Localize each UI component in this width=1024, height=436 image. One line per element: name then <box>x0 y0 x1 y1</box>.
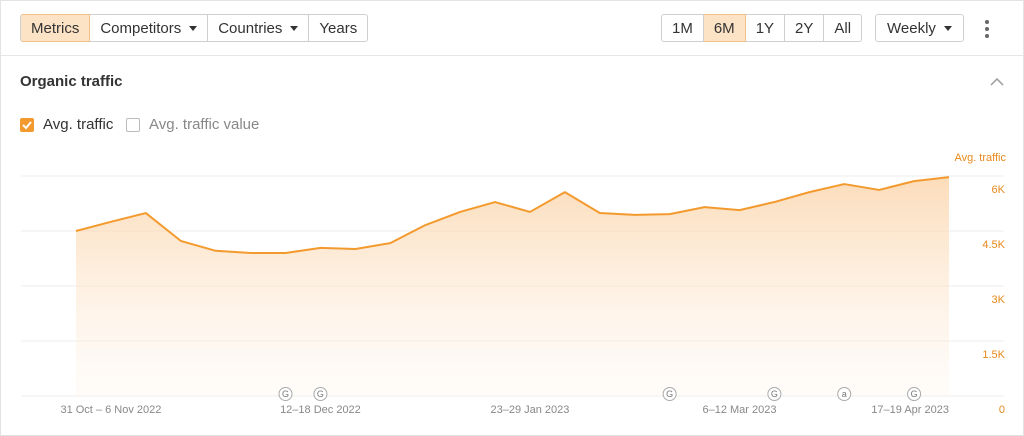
annotation-label: G <box>282 389 289 399</box>
annotation-marker <box>278 387 293 401</box>
more-menu[interactable] <box>983 19 993 39</box>
x-tick-label: 6–12 Mar 2023 <box>702 404 776 416</box>
y-tick-label: 6K <box>992 184 1006 196</box>
interval-label: Weekly <box>887 19 936 37</box>
button-label: Countries <box>218 19 283 37</box>
button-label: 1Y <box>755 19 775 37</box>
toolbar-button[interactable]: Years <box>309 14 369 42</box>
checkbox-label: Avg. traffic value <box>149 116 260 133</box>
annotation-marker <box>767 387 782 401</box>
line <box>75 176 950 254</box>
tab-bar: Metrics Competitors Countries Years <box>20 14 369 42</box>
annotation-label: G <box>771 389 778 399</box>
annotation-marker <box>313 387 328 401</box>
button-label: All <box>834 19 852 37</box>
button-label: Years <box>319 19 358 37</box>
separator <box>1 55 1023 56</box>
annotation-label: G <box>911 389 918 399</box>
annotation-label: a <box>842 389 847 399</box>
annotation-marker <box>907 387 922 401</box>
toolbar-button[interactable]: All <box>824 14 863 42</box>
annotation-marker <box>837 387 852 401</box>
area <box>76 177 949 396</box>
annotation-label: G <box>317 389 324 399</box>
y-tick-label: 4.5K <box>982 239 1005 251</box>
y-tick-label: 1.5K <box>982 349 1005 361</box>
toolbar-button[interactable]: 6M <box>703 14 746 42</box>
checkbox[interactable]: Avg. traffic value <box>126 116 259 133</box>
range-bar: 1M 6M 1Y 2Y All <box>661 14 863 42</box>
button-label: 6M <box>713 19 735 37</box>
x-tick-label: 31 Oct – 6 Nov 2022 <box>60 404 161 416</box>
x-tick-label: 23–29 Jan 2023 <box>490 404 569 416</box>
x-tick-label: 12–18 Dec 2022 <box>280 404 361 416</box>
y-axis-title: Avg. traffic <box>954 152 1006 164</box>
annotation-marker <box>662 387 677 401</box>
section-title: Organic traffic <box>20 73 123 90</box>
checkbox[interactable]: Avg. traffic <box>20 116 113 133</box>
y-tick-label: 0 <box>999 404 1005 416</box>
checkbox-label: Avg. traffic <box>43 116 114 133</box>
toolbar-button[interactable]: Countries <box>208 14 310 42</box>
interval-dropdown[interactable]: Weekly <box>875 14 964 42</box>
toolbar-button[interactable]: Metrics <box>20 14 91 42</box>
button-label: Metrics <box>31 19 80 37</box>
y-tick-label: 3K <box>992 294 1006 306</box>
button-label: 1M <box>672 19 693 37</box>
toolbar-button[interactable]: 1Y <box>745 14 786 42</box>
toolbar-button[interactable]: 2Y <box>785 14 825 42</box>
collapse-toggle[interactable] <box>990 77 1004 87</box>
toolbar-button[interactable]: 1M <box>661 14 704 42</box>
x-tick-label: 17–19 Apr 2023 <box>871 404 949 416</box>
button-label: Competitors <box>100 19 182 37</box>
annotation-label: G <box>666 389 673 399</box>
button-label: 2Y <box>795 19 814 37</box>
toolbar-button[interactable]: Competitors <box>90 14 209 42</box>
